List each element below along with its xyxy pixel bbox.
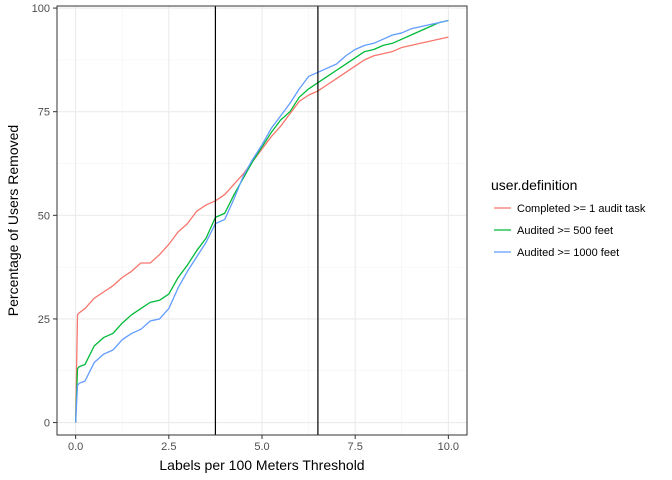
legend-label-2: Audited >= 500 feet — [517, 225, 613, 237]
legend-title: user.definition — [491, 177, 577, 193]
legend-label-3: Audited >= 1000 feet — [517, 247, 619, 259]
y-tick-label: 100 — [32, 3, 50, 15]
x-axis-title: Labels per 100 Meters Threshold — [159, 457, 364, 473]
x-tick-label: 2.5 — [161, 441, 176, 453]
x-tick-label: 10.0 — [438, 441, 459, 453]
x-tick-label: 5.0 — [254, 441, 269, 453]
legend-items: Completed >= 1 audit task Audited >= 500 … — [494, 203, 646, 259]
series-line-3 — [74, 19, 449, 423]
y-axis-title: Percentage of Users Removed — [5, 125, 21, 316]
y-tick-label: 50 — [38, 210, 50, 222]
y-tick-label: 25 — [38, 314, 50, 326]
y-axis-ticks: 0 25 50 75 100 — [32, 3, 57, 430]
threshold-vlines — [214, 6, 319, 435]
x-tick-label: 0.0 — [68, 441, 83, 453]
y-tick-label: 75 — [38, 107, 50, 119]
legend-label-1: Completed >= 1 audit task — [517, 203, 646, 215]
y-tick-label: 0 — [44, 418, 50, 430]
series-line-2 — [74, 19, 449, 423]
x-tick-label: 7.5 — [348, 441, 363, 453]
grid-major — [57, 6, 467, 435]
legend: user.definition Completed >= 1 audit tas… — [491, 177, 646, 259]
series-lines — [74, 19, 449, 423]
x-axis-ticks: 0.0 2.5 5.0 7.5 10.0 — [68, 435, 459, 453]
